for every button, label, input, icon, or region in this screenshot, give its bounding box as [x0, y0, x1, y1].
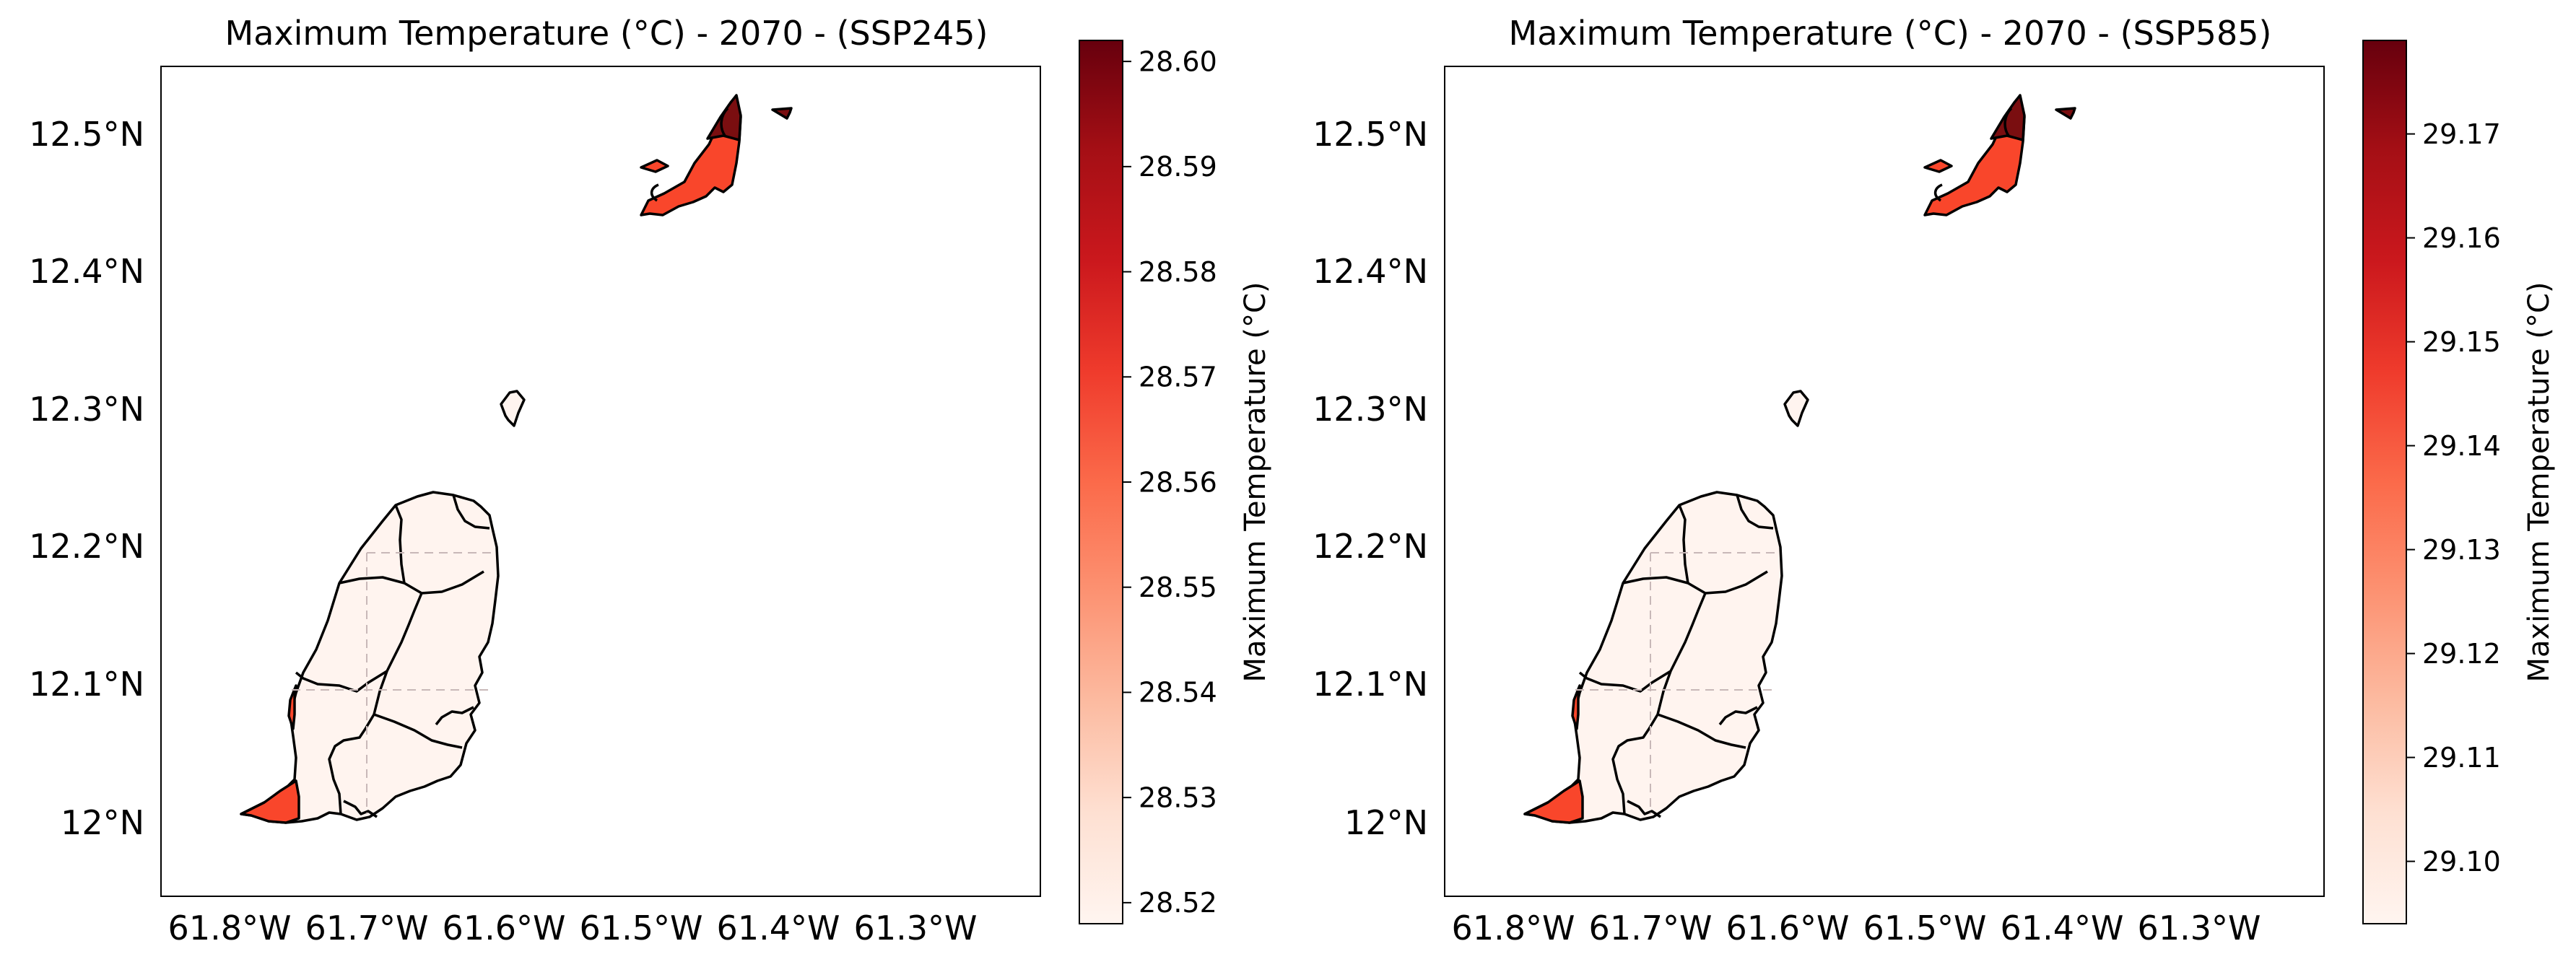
map-frame — [1444, 66, 2325, 897]
grenada-west-strip — [287, 684, 297, 730]
lon-label-61-7: 61.7°W — [305, 909, 429, 948]
colorbar-label: Maximum Temperature (°C) — [2523, 281, 2556, 682]
colorbar-tick-label: 29.13 — [2422, 534, 2501, 566]
lat-label-12-3: 12.3°N — [29, 390, 144, 429]
colorbar-tick-label: 29.11 — [2422, 742, 2501, 774]
grenada-island — [1523, 491, 1783, 824]
colorbar-tick-label: 29.12 — [2422, 638, 2501, 670]
small-islet — [500, 390, 526, 427]
colorbar-ticks: 29.10 29.11 29.12 29.13 29.14 29.15 29.16 29.17 — [2406, 118, 2501, 878]
lon-label-61-6: 61.6°W — [443, 909, 566, 948]
parish-boundaries — [1578, 494, 1774, 818]
carriacou-west-spit — [1923, 159, 1953, 173]
lat-label-12-0: 12°N — [1344, 803, 1428, 842]
lon-label-61-8: 61.8°W — [168, 909, 292, 948]
lon-label-61-5: 61.5°W — [580, 909, 703, 948]
lon-labels: 61.8°W 61.7°W 61.6°W 61.5°W 61.4°W 61.3°… — [168, 909, 978, 948]
lat-label-12-5: 12.5°N — [29, 115, 144, 154]
map-panel-ssp245: Maximum Temperature (°C) - 2070 - (SSP24… — [29, 14, 1272, 948]
lat-label-12-4: 12.4°N — [29, 252, 144, 291]
grenada-island — [240, 491, 500, 824]
lat-label-12-1: 12.1°N — [1313, 665, 1428, 704]
carriacou-main — [640, 96, 742, 216]
colorbar-tick-label: 29.10 — [2422, 846, 2501, 878]
carriacou-west-spit — [640, 159, 669, 173]
lon-label-61-7: 61.7°W — [1589, 909, 1713, 948]
colorbar-tick-label: 28.58 — [1139, 256, 1217, 288]
lat-labels: 12.5°N 12.4°N 12.3°N 12.2°N 12.1°N 12°N — [29, 115, 144, 842]
lon-label-61-4: 61.4°W — [2001, 909, 2124, 948]
colorbar-tick-label: 28.55 — [1139, 572, 1217, 603]
colorbar-gradient — [1079, 40, 1123, 924]
gridlines — [1575, 552, 1779, 814]
carriacou-main — [1923, 96, 2026, 216]
petite-martinique — [2055, 107, 2076, 120]
colorbar-tick-label: 28.53 — [1139, 782, 1217, 813]
lat-label-12-0: 12°N — [61, 803, 144, 842]
small-islet — [1783, 390, 1809, 427]
lat-label-12-1: 12.1°N — [29, 665, 144, 704]
colorbar-gradient — [2363, 40, 2406, 924]
lon-labels: 61.8°W 61.7°W 61.6°W 61.5°W 61.4°W 61.3°… — [1452, 909, 2261, 948]
colorbar-label: Maximum Temperature (°C) — [1239, 281, 1272, 682]
colorbar-tick-label: 29.16 — [2422, 222, 2501, 254]
panel-title: Maximum Temperature (°C) - 2070 - (SSP24… — [225, 14, 988, 53]
lat-label-12-5: 12.5°N — [1313, 115, 1428, 154]
colorbar-ssp585: 29.10 29.11 29.12 29.13 29.14 29.15 29.16 29.17… — [2362, 40, 2556, 924]
colorbar-tick-label: 28.54 — [1139, 677, 1217, 709]
colorbar-tick-label: 29.15 — [2422, 326, 2501, 358]
map-frame — [160, 66, 1041, 897]
colorbar-ssp245: 28.52 28.53 28.54 28.55 28.56 28.57 28.58 28.59… — [1079, 40, 1272, 924]
carriacou-inner-line — [1933, 107, 2013, 202]
gridlines — [292, 552, 495, 814]
grenada-sw-tip — [1523, 779, 1584, 824]
grenada-west-strip — [1571, 684, 1581, 730]
lat-labels: 12.5°N 12.4°N 12.3°N 12.2°N 12.1°N 12°N — [1313, 115, 1428, 842]
colorbar-tick-label: 28.56 — [1139, 466, 1217, 498]
carriacou-inner-line — [650, 107, 729, 202]
lat-label-12-2: 12.2°N — [29, 527, 144, 566]
grenada-sw-tip — [240, 779, 300, 824]
colorbar-tick-label: 28.59 — [1139, 151, 1217, 183]
lon-label-61-4: 61.4°W — [717, 909, 840, 948]
map-panel-ssp585: Maximum Temperature (°C) - 2070 - (SSP58… — [1313, 14, 2556, 948]
colorbar-tick-label: 28.57 — [1139, 362, 1217, 393]
lon-label-61-3: 61.3°W — [854, 909, 978, 948]
carriacou-island — [640, 94, 793, 216]
colorbar-tick-label: 28.60 — [1139, 45, 1217, 77]
lon-label-61-8: 61.8°W — [1452, 909, 1575, 948]
parish-boundaries — [295, 494, 490, 818]
colorbar-ticks: 28.52 28.53 28.54 28.55 28.56 28.57 28.58 28.59… — [1123, 45, 1217, 919]
lat-label-12-3: 12.3°N — [1313, 390, 1428, 429]
petite-martinique — [771, 107, 793, 120]
colorbar-tick-label: 29.14 — [2422, 430, 2501, 462]
colorbar-tick-label: 29.17 — [2422, 118, 2501, 150]
lon-label-61-5: 61.5°W — [1863, 909, 1987, 948]
colorbar-frame — [2362, 40, 2407, 924]
lat-label-12-2: 12.2°N — [1313, 527, 1428, 566]
carriacou-island — [1923, 94, 2076, 216]
colorbar-tick-label: 28.52 — [1139, 887, 1217, 919]
lon-label-61-3: 61.3°W — [2138, 909, 2261, 948]
lat-label-12-4: 12.4°N — [1313, 252, 1428, 291]
lon-label-61-6: 61.6°W — [1726, 909, 1850, 948]
panel-title: Maximum Temperature (°C) - 2070 - (SSP58… — [1509, 14, 2272, 53]
